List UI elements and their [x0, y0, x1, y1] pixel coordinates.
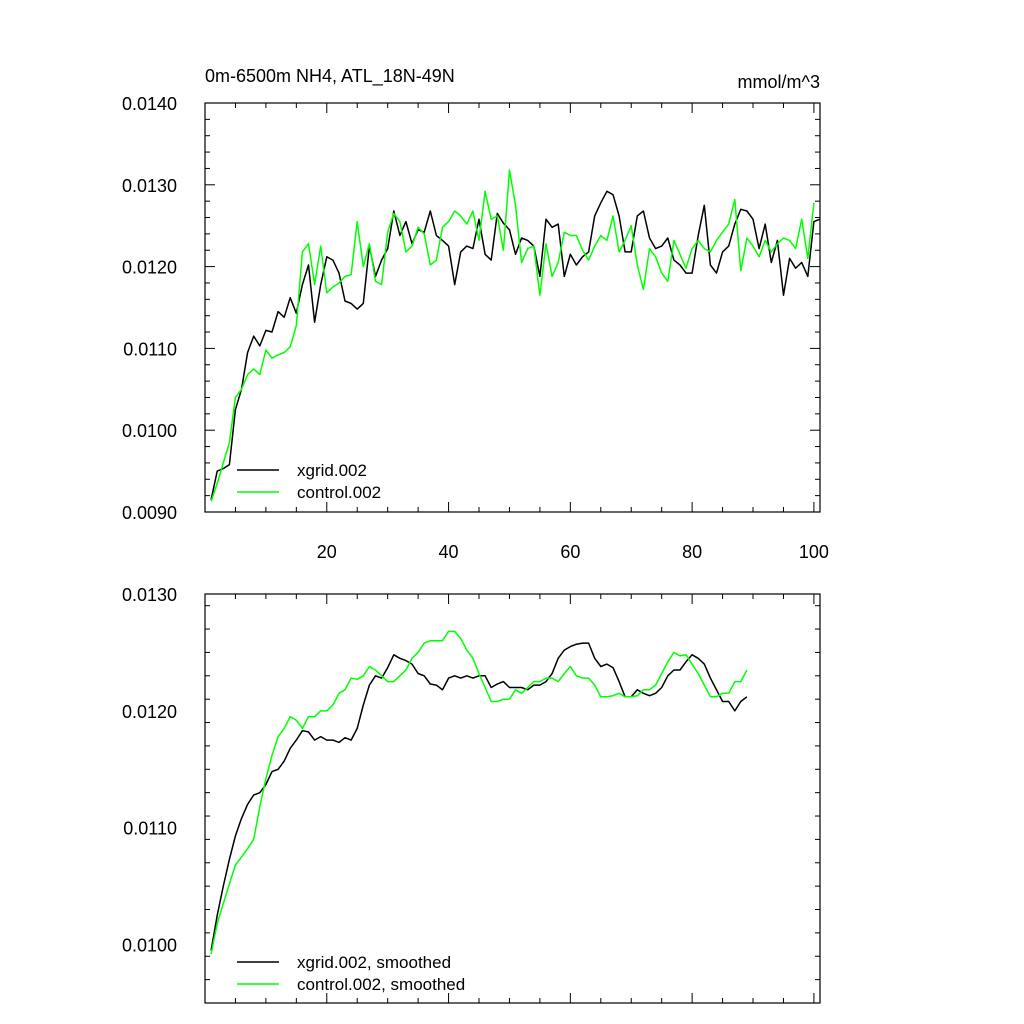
top-series-line-2 [210, 169, 815, 502]
bottom-plot-frame [204, 593, 821, 1004]
top-panel-units: mmol/m^3 [738, 72, 820, 92]
top-y-tick-label: 0.0130 [122, 176, 177, 196]
top-legend-label-2: control.002 [297, 483, 381, 502]
bottom-y-tick-label: 0.0110 [123, 819, 177, 839]
top-x-tick-label: 100 [799, 542, 829, 562]
top-plot-frame [204, 102, 821, 513]
top-x-tick-label: 60 [560, 542, 580, 562]
top-y-tick-label: 0.0140 [122, 94, 177, 114]
top-y-tick-label: 0.0100 [122, 421, 177, 441]
bottom-y-tick-label: 0.0130 [122, 585, 177, 605]
bottom-y-tick-label: 0.0120 [122, 702, 177, 722]
bottom-series-line-2 [210, 630, 748, 955]
bottom-y-tick-label: 0.0100 [122, 936, 177, 956]
top-panel: 0m-6500m NH4, ATL_18N-49N mmol/m^3 20 40 6… [122, 66, 829, 562]
top-x-tick-label: 20 [317, 542, 337, 562]
top-y-tick-label: 0.0110 [123, 339, 177, 359]
top-x-tick-label: 80 [682, 542, 702, 562]
top-y-tick-label: 0.0090 [122, 503, 177, 523]
top-panel-title: 0m-6500m NH4, ATL_18N-49N [205, 66, 455, 87]
bottom-panel: 0.0100 0.0110 0.0120 0.0130 xgrid.002, smoot… [122, 585, 821, 1004]
top-series-line-1 [210, 190, 821, 500]
bottom-series-line-1 [210, 642, 748, 951]
top-x-tick-label: 40 [439, 542, 459, 562]
top-y-tick-label: 0.0120 [122, 258, 177, 278]
top-legend-label-1: xgrid.002 [297, 461, 367, 480]
bottom-legend-label-2: control.002, smoothed [297, 975, 465, 994]
bottom-legend-label-1: xgrid.002, smoothed [297, 953, 451, 972]
